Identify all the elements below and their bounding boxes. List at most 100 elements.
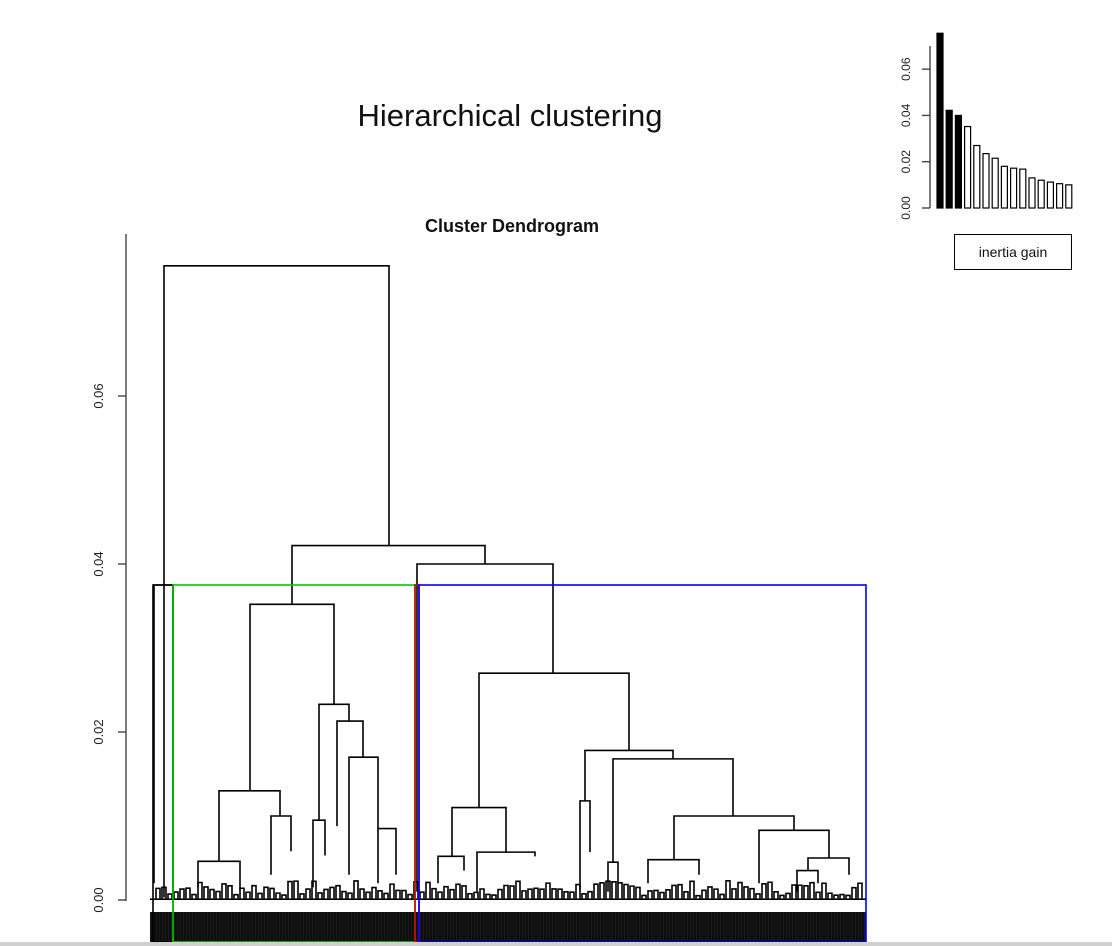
dendro-merge	[701, 889, 707, 899]
dendro-merge	[779, 894, 785, 899]
dendro-merge	[269, 887, 275, 899]
dendro-merge	[647, 858, 700, 884]
dendro-merge	[353, 880, 359, 899]
dendro-merge	[335, 884, 341, 899]
dendro-merge	[167, 893, 173, 899]
inertia-legend: inertia gain	[954, 234, 1072, 270]
dendro-tick-label-1: 0.02	[91, 719, 106, 744]
dendro-merge	[791, 884, 797, 899]
dendro-merge	[695, 894, 701, 899]
dendro-merge	[401, 889, 407, 899]
dendro-merge	[311, 880, 317, 899]
dendro-merge	[348, 756, 379, 875]
dendro-merge	[509, 885, 515, 899]
dendro-merge	[575, 883, 581, 899]
dendro-merge	[612, 758, 734, 863]
dendro-merge	[416, 563, 554, 892]
dendro-merge	[653, 889, 659, 899]
dendro-merge	[569, 891, 575, 899]
dendro-merge	[251, 884, 257, 899]
inertia-bar-1	[936, 32, 944, 209]
dendro-merge	[389, 883, 395, 899]
dendro-merge	[218, 789, 281, 862]
dendro-merge	[545, 882, 551, 899]
inertia-bars	[936, 32, 1073, 209]
inertia-bar-9	[1009, 167, 1018, 209]
dendro-merge	[377, 890, 383, 899]
dendro-merge	[287, 880, 293, 899]
dendro-merge	[749, 887, 755, 899]
dendro-merge	[197, 881, 203, 899]
dendro-merge	[539, 888, 545, 899]
dendro-merge	[773, 891, 779, 899]
dendro-merge	[197, 860, 241, 890]
inertia-tick-label-3: 0.06	[899, 57, 913, 81]
dendro-merge	[827, 892, 833, 899]
dendro-merge	[299, 893, 305, 899]
dendro-merge	[341, 890, 347, 899]
dendro-merge	[473, 891, 479, 899]
dendro-merge	[587, 890, 593, 899]
dendro-merge	[371, 886, 377, 899]
dendro-tick-label-0: 0.00	[91, 887, 106, 912]
inertia-tick-label-1: 0.02	[899, 150, 913, 174]
dendro-merge	[163, 264, 390, 898]
dendro-merge	[270, 815, 292, 875]
inertia-y-ticks: 0.00 0.02 0.04 0.06	[899, 57, 930, 220]
dendro-merge	[815, 891, 821, 899]
dendro-merge	[845, 894, 851, 899]
dendro-merge	[617, 881, 623, 899]
dendro-merge	[491, 894, 497, 899]
dendro-merge	[851, 886, 857, 899]
dendro-merge	[305, 888, 311, 899]
dendro-merge	[497, 888, 503, 899]
dendro-tick-label-2: 0.04	[91, 551, 106, 576]
inertia-bar-12	[1037, 179, 1045, 209]
dendro-merge	[796, 869, 819, 892]
dendro-merge	[737, 881, 743, 899]
dendro-merge	[683, 890, 689, 899]
main-title: Hierarchical clustering	[357, 98, 663, 133]
inertia-bar-11	[1028, 177, 1036, 209]
leaf-labels	[150, 912, 866, 942]
dendro-merge	[419, 891, 425, 899]
dendro-merge	[249, 603, 335, 791]
dendro-merge	[329, 886, 335, 899]
dendro-merge	[503, 884, 509, 899]
dendro-merge	[209, 888, 215, 899]
inertia-tick-label-2: 0.04	[899, 103, 913, 127]
dendro-merge	[605, 880, 611, 899]
dendro-merge	[767, 881, 773, 899]
dendro-merge	[437, 891, 443, 899]
dendro-merge	[731, 888, 737, 899]
dendro-merge	[317, 892, 323, 899]
dendro-merge	[611, 880, 617, 899]
dendro-merge	[377, 827, 397, 884]
dendro-merge	[809, 881, 815, 899]
dendro-merge	[257, 892, 263, 899]
dendro-merge	[533, 887, 539, 899]
dendro-merge	[263, 886, 269, 899]
dendro-merge	[677, 883, 683, 899]
dendro-merge	[725, 880, 731, 899]
dendro-merge	[431, 887, 437, 899]
dendro-merge	[467, 892, 473, 899]
dendro-merge	[673, 815, 795, 860]
dendro-merge	[455, 883, 461, 899]
dendro-merge	[797, 884, 803, 899]
inertia-bar-7	[991, 157, 999, 209]
dendro-merge	[461, 885, 467, 899]
dendro-merge	[318, 703, 350, 821]
dendro-merge	[743, 886, 749, 899]
dendro-merge	[179, 888, 185, 899]
dendro-merge	[557, 888, 563, 899]
dendro-merge	[593, 883, 599, 899]
dendro-merge	[155, 887, 161, 899]
inertia-bar-4	[963, 125, 972, 209]
dendro-merge	[755, 893, 761, 899]
dendro-merge	[449, 888, 455, 899]
dendro-merge	[521, 890, 527, 899]
dendro-merge	[203, 886, 209, 899]
dendro-merge	[312, 819, 326, 888]
dendro-merge	[451, 806, 507, 857]
